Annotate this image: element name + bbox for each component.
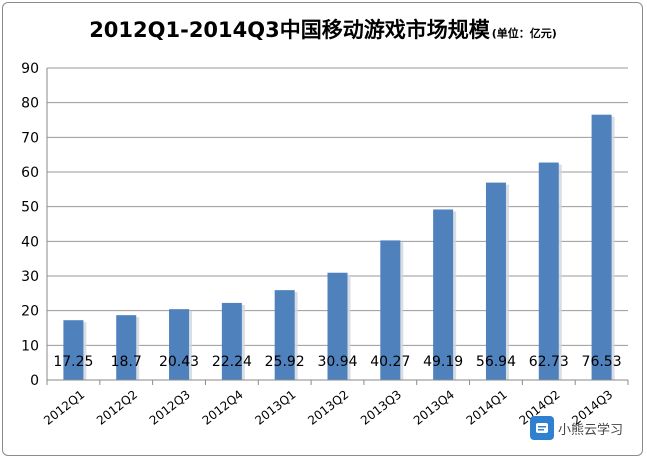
y-tick-label: 10	[21, 338, 39, 354]
x-tick-label: 2014Q1	[464, 387, 510, 427]
chart-title-unit: (单位：亿元)	[492, 26, 557, 40]
data-label: 22.24	[212, 354, 252, 370]
x-tick-label: 2013Q3	[358, 387, 404, 427]
bar-2014Q3	[591, 114, 612, 381]
bar-2013Q4	[433, 209, 454, 380]
bar-2012Q2	[116, 315, 137, 380]
cloud-book-icon	[530, 416, 554, 440]
data-label: 40.27	[370, 354, 410, 370]
y-axis: 0 10 20 30 40 50 60 70 80 90	[21, 61, 48, 389]
x-tick-label: 2012Q1	[41, 387, 87, 427]
data-label: 20.43	[159, 354, 199, 370]
y-tick-label: 70	[21, 130, 39, 146]
data-label: 17.25	[53, 354, 93, 370]
bar-2014Q1	[485, 182, 506, 380]
data-label: 30.94	[317, 354, 357, 370]
y-tick-label: 60	[21, 165, 39, 181]
bar-2013Q2	[327, 272, 348, 380]
chart-title-main: 2012Q1-2014Q3中国移动游戏市场规模	[89, 18, 491, 42]
y-tick-label: 0	[30, 373, 39, 389]
data-label: 49.19	[423, 354, 463, 370]
y-tick-label: 30	[21, 269, 39, 285]
x-tick-label: 2012Q2	[94, 387, 140, 427]
x-tick-label: 2013Q1	[252, 387, 298, 427]
x-tick-label: 2013Q2	[305, 387, 351, 427]
data-label: 76.53	[582, 354, 622, 370]
watermark: 小熊云学习	[530, 414, 642, 442]
y-tick-label: 80	[21, 96, 39, 112]
y-tick-label: 40	[21, 234, 39, 250]
bars	[63, 114, 615, 381]
watermark-text: 小熊云学习	[558, 422, 624, 438]
data-label: 56.94	[476, 354, 516, 370]
x-tick-label: 2013Q4	[411, 387, 457, 427]
y-tick-label: 90	[21, 61, 39, 77]
x-tick-label: 2012Q3	[147, 387, 193, 427]
chart-title: 2012Q1-2014Q3中国移动游戏市场规模 (单位：亿元)	[89, 18, 557, 42]
data-labels: 17.25 18.7 20.43 22.24 25.92 30.94 40.27 49.19 5…	[53, 354, 621, 370]
y-tick-label: 20	[21, 304, 39, 320]
bar-2013Q1	[274, 290, 295, 380]
bar-2012Q3	[169, 309, 190, 380]
y-tick-label: 50	[21, 200, 39, 216]
bar-2012Q4	[221, 302, 242, 380]
bar-2014Q2	[538, 162, 559, 380]
x-tick-label: 2012Q4	[200, 387, 246, 427]
data-label: 18.7	[111, 354, 142, 370]
bar-2013Q3	[380, 240, 401, 380]
data-label: 25.92	[265, 354, 305, 370]
bar-2012Q1	[63, 320, 84, 380]
data-label: 62.73	[529, 354, 569, 370]
